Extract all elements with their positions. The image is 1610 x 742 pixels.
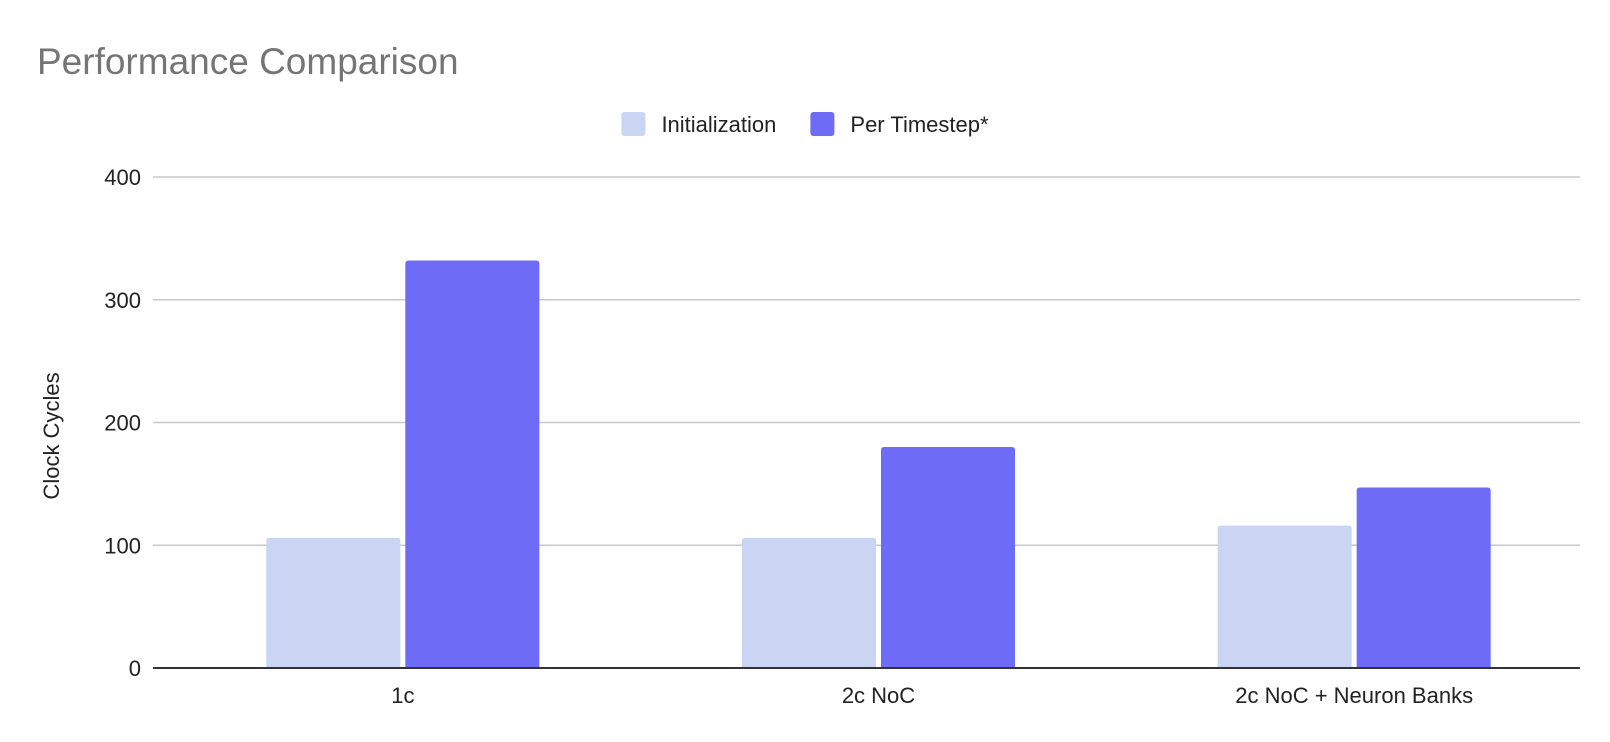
legend-item: Per Timestep*	[810, 112, 989, 137]
chart-title: Performance Comparison	[37, 41, 459, 82]
x-tick-label: 2c NoC + Neuron Banks	[1235, 683, 1473, 708]
y-tick-label: 200	[104, 411, 141, 436]
x-tick-label: 1c	[391, 683, 414, 708]
bar-per-timestep-0	[405, 260, 540, 668]
x-axis-ticks: 1c 2c NoC 2c NoC + Neuron Banks	[391, 683, 1473, 708]
x-tick-label: 2c NoC	[842, 683, 915, 708]
legend-item: Initialization	[621, 112, 776, 137]
bar-initialization-1	[742, 537, 876, 668]
y-tick-label: 300	[104, 288, 141, 313]
legend-label: Per Timestep*	[850, 112, 989, 137]
legend-label: Initialization	[661, 112, 776, 137]
y-axis-title: Clock Cycles	[39, 372, 64, 499]
bar-initialization-0	[266, 537, 401, 668]
legend-swatch	[621, 112, 646, 136]
bars-group	[266, 260, 1491, 668]
y-axis-ticks: 0 100 200 300 400	[104, 165, 141, 681]
legend-swatch	[810, 112, 835, 136]
bar-per-timestep-1	[881, 447, 1015, 668]
chart-legend: Initialization Per Timestep*	[621, 112, 989, 137]
bar-per-timestep-2	[1356, 487, 1491, 668]
y-tick-label: 0	[129, 656, 141, 681]
y-tick-label: 100	[104, 533, 141, 558]
bar-initialization-2	[1217, 525, 1352, 668]
y-tick-label: 400	[104, 165, 141, 190]
